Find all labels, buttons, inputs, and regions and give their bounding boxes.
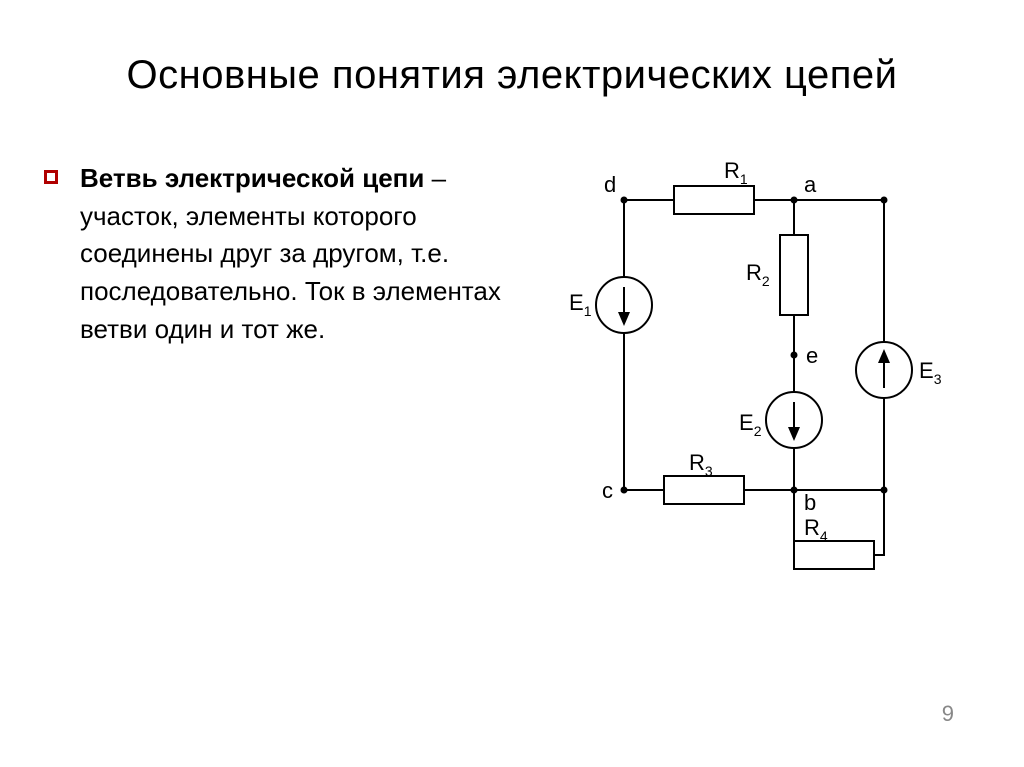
- node-label-d: d: [604, 172, 616, 197]
- resistor-r3: [664, 476, 744, 504]
- source-e3: [856, 342, 912, 398]
- definition-term: Ветвь электрической цепи: [80, 163, 424, 193]
- resistor-r4: [794, 541, 874, 569]
- page-number: 9: [942, 701, 954, 727]
- label-e1: E1: [569, 290, 592, 319]
- source-e1: [596, 277, 652, 333]
- label-r2: R2: [746, 260, 770, 289]
- node-label-e: e: [806, 343, 818, 368]
- resistor-r2: [780, 235, 808, 315]
- label-e2: E2: [739, 410, 762, 439]
- source-e2: [766, 392, 822, 448]
- label-r1: R1: [724, 158, 748, 187]
- circuit-diagram: d a e b c R1 R2 R3 R4 E1 E2 E3: [524, 160, 964, 595]
- node-label-b: b: [804, 490, 816, 515]
- label-r3: R3: [689, 450, 713, 479]
- bullet-icon: [44, 170, 58, 184]
- slide-title: Основные понятия электрических цепей: [0, 0, 1024, 100]
- definition-text: Ветвь электрической цепи – участок, элем…: [80, 160, 524, 595]
- resistor-r1: [674, 186, 754, 214]
- node-label-c: c: [602, 478, 613, 503]
- label-r4: R4: [804, 515, 828, 544]
- label-e3: E3: [919, 358, 942, 387]
- node-label-a: a: [804, 172, 817, 197]
